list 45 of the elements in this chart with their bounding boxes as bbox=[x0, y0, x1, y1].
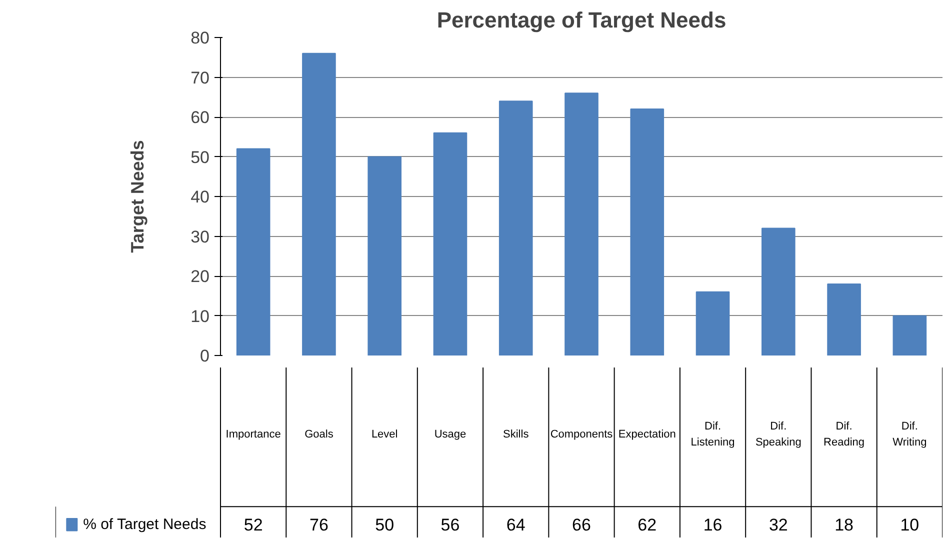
bar bbox=[433, 132, 468, 356]
x-tick-label: Dif. Writing bbox=[892, 420, 927, 448]
y-tick-label: 10 bbox=[190, 306, 210, 326]
x-tick-label: Skills bbox=[503, 428, 530, 440]
data-label: 16 bbox=[703, 516, 722, 535]
data-label: 62 bbox=[638, 516, 657, 535]
y-tick-label: 80 bbox=[190, 28, 210, 48]
bar bbox=[827, 283, 861, 356]
x-tick-label: Expectation bbox=[618, 428, 676, 440]
data-label: 18 bbox=[834, 516, 854, 535]
bar bbox=[302, 52, 336, 356]
bar bbox=[564, 92, 598, 356]
y-tick-label: 30 bbox=[190, 227, 210, 246]
x-tick-label: Dif. Listening bbox=[690, 420, 735, 448]
data-label: 32 bbox=[768, 516, 788, 535]
y-tick-label: 40 bbox=[190, 188, 210, 206]
bar bbox=[762, 228, 796, 356]
data-label: 10 bbox=[900, 516, 920, 535]
chart-title: Percentage of Target Needs bbox=[436, 8, 726, 32]
x-tick-label: Usage bbox=[434, 428, 466, 440]
y-tick-label: 20 bbox=[190, 267, 210, 286]
bar bbox=[498, 100, 533, 356]
x-tick-label: Level bbox=[371, 428, 398, 440]
bar bbox=[368, 156, 402, 356]
x-tick-label: Importance bbox=[226, 428, 281, 440]
legend-label: % of Target Needs bbox=[83, 516, 206, 534]
data-label: 64 bbox=[506, 516, 526, 535]
data-label: 50 bbox=[375, 516, 394, 535]
data-label: 56 bbox=[440, 516, 460, 535]
data-label: 52 bbox=[244, 516, 263, 535]
data-label: 76 bbox=[310, 516, 328, 535]
bar bbox=[236, 148, 270, 356]
bar bbox=[892, 315, 927, 356]
x-tick-label: Dif. Reading bbox=[824, 420, 865, 448]
bar bbox=[630, 108, 664, 356]
y-tick-label: 70 bbox=[190, 68, 210, 88]
x-tick-label: Components bbox=[550, 428, 614, 440]
y-axis-title: Target Needs bbox=[128, 140, 148, 253]
bar bbox=[696, 291, 730, 356]
data-label: 66 bbox=[572, 516, 591, 535]
x-tick-label: Dif. Speaking bbox=[755, 420, 802, 448]
x-tick-label: Goals bbox=[304, 428, 334, 440]
y-tick-label: 60 bbox=[190, 108, 210, 127]
y-tick-label: 50 bbox=[190, 148, 210, 167]
y-tick-label: 0 bbox=[200, 346, 210, 366]
